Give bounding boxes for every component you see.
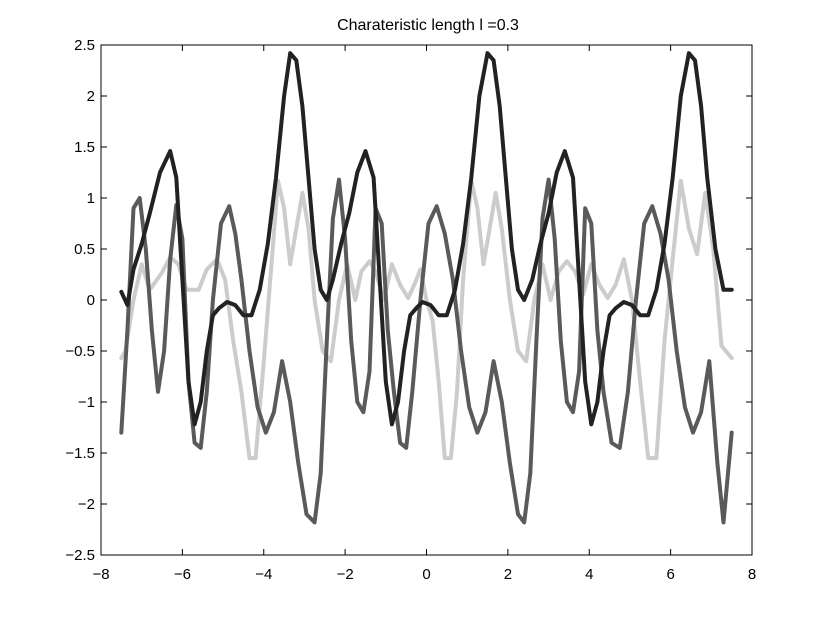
- x-tick-label: 8: [748, 566, 756, 583]
- y-tick-label: −1.5: [65, 445, 95, 462]
- y-tick-label: −0.5: [65, 343, 95, 360]
- y-tick-label: −2: [78, 496, 95, 513]
- y-tick-label: −2.5: [65, 547, 95, 564]
- series-line-2: [119, 177, 734, 525]
- x-tick-label: −2: [337, 566, 354, 583]
- y-tick-label: 0.5: [74, 241, 95, 258]
- x-tick-label: 4: [585, 566, 593, 583]
- chart-title: Charateristic length l =0.3: [337, 17, 519, 34]
- x-tick-label: −4: [255, 566, 272, 583]
- y-tick-label: 0: [87, 292, 95, 309]
- x-tick-label: −6: [174, 566, 191, 583]
- series-line-3: [119, 51, 734, 427]
- y-tick-label: 2.5: [74, 37, 95, 54]
- x-tick-label: −8: [92, 566, 109, 583]
- y-tick-label: 1.5: [74, 139, 95, 156]
- series-layer: [119, 51, 734, 525]
- x-tick-label: 2: [504, 566, 512, 583]
- series-line-1: [119, 178, 734, 461]
- x-tick-label: 6: [666, 566, 674, 583]
- y-tick-label: 1: [87, 190, 95, 207]
- y-tick-label: −1: [78, 394, 95, 411]
- axes-layer: −8 −6 −4 −2 0 2 4 6 8 2.5 2 1.5 1 0.5 0 −0.5 −1 −1.5 −2 −2.…: [65, 37, 756, 583]
- x-tick-label: 0: [422, 566, 430, 583]
- y-tick-label: 2: [87, 88, 95, 105]
